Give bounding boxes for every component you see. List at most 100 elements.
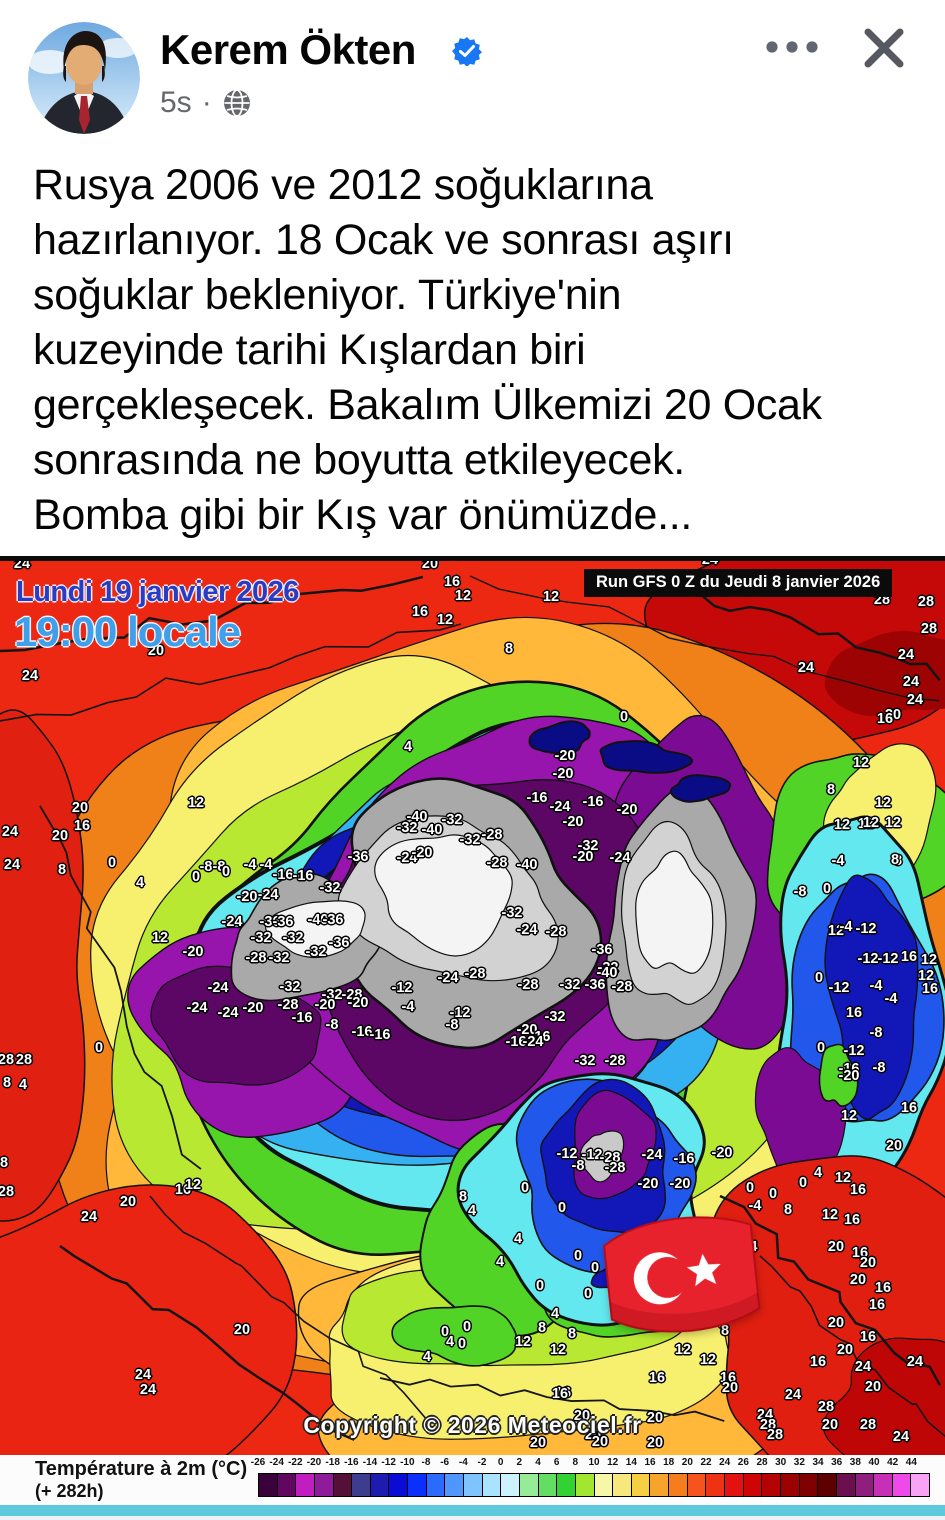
- temp-label: -24: [217, 1005, 239, 1021]
- legend-tick: 28: [756, 1457, 768, 1468]
- legend-tick: -20: [306, 1457, 322, 1468]
- temp-label: -24: [609, 850, 631, 866]
- temp-label: -32: [282, 930, 304, 946]
- temp-label: -28: [464, 966, 486, 982]
- temp-label: -28: [486, 855, 508, 871]
- temp-label: 20: [859, 1255, 877, 1271]
- temp-label: -4: [259, 857, 273, 873]
- temp-label: 20: [119, 1194, 137, 1210]
- avatar[interactable]: [28, 22, 140, 134]
- map-date-line2: 19:00 locale: [14, 608, 241, 655]
- legend-tick: -6: [440, 1457, 450, 1468]
- temp-label: 24: [80, 1209, 98, 1225]
- temp-label: 24: [134, 1367, 152, 1383]
- weather-map[interactable]: Lundi 19 janvier 2026 19:00 locale Run G…: [0, 556, 945, 1455]
- temp-label: 20: [827, 1315, 845, 1331]
- map-date-line1: Lundi 19 janvier 2026: [16, 576, 299, 608]
- temp-label: 28: [920, 621, 938, 637]
- temp-label: -4: [401, 999, 415, 1015]
- temp-label: -8: [571, 1158, 585, 1174]
- temp-label: 12: [884, 815, 902, 831]
- temp-label: -36: [584, 977, 606, 993]
- meta-separator: ·: [201, 86, 212, 119]
- post-meta: 5s ·: [160, 86, 252, 120]
- temp-label: -20: [711, 1145, 733, 1161]
- temp-label: 4: [550, 1306, 560, 1322]
- temp-label: 0: [745, 1180, 755, 1196]
- temp-label: 0: [822, 881, 832, 897]
- temp-label: -8: [212, 859, 226, 875]
- temp-label: 4: [403, 739, 413, 755]
- temp-label: -20: [616, 802, 638, 818]
- temp-label: -28: [277, 997, 299, 1013]
- post-menu-button[interactable]: [758, 30, 828, 64]
- temp-label: 16: [859, 1329, 877, 1345]
- temp-label: -32: [574, 1053, 596, 1069]
- temp-label: 20: [529, 1435, 547, 1451]
- temp-label: -28: [481, 827, 503, 843]
- temp-label: 16: [900, 1100, 918, 1116]
- profile-name[interactable]: Kerem Ökten: [160, 26, 416, 73]
- temp-label: -16: [529, 1029, 551, 1045]
- temp-label: -36: [272, 914, 294, 930]
- temp-label: 12: [184, 1177, 202, 1193]
- legend-tick: 14: [625, 1457, 637, 1468]
- temp-label: -36: [322, 912, 344, 928]
- temp-label: 24: [21, 668, 39, 684]
- temp-label: 20: [71, 800, 89, 816]
- temp-label: -32: [279, 979, 301, 995]
- temp-label: 12: [840, 1108, 858, 1124]
- temp-label: 12: [699, 1352, 717, 1368]
- temp-label: -28: [604, 1160, 626, 1176]
- temp-label: 20: [849, 1272, 867, 1288]
- legend-tick: 32: [793, 1457, 805, 1468]
- temp-label: 28: [759, 1417, 777, 1433]
- legend-tick: 8: [572, 1457, 579, 1468]
- temp-label: -32: [268, 950, 290, 966]
- bottom-strip-light: [0, 1516, 945, 1520]
- temp-label: -8: [199, 859, 213, 875]
- temp-label: -16: [526, 790, 548, 806]
- close-button[interactable]: [856, 20, 912, 76]
- temp-label: 16: [921, 981, 939, 997]
- legend-tick: 6: [553, 1457, 560, 1468]
- temp-label: 28: [817, 1399, 835, 1415]
- temp-label: 8: [783, 1202, 793, 1218]
- temp-label: 8: [720, 1323, 730, 1339]
- temp-label: 16: [843, 1212, 861, 1228]
- map-top-border: [0, 556, 945, 561]
- temp-label: -20: [554, 748, 576, 764]
- legend-tick: 20: [681, 1457, 693, 1468]
- temp-label: 24: [784, 1387, 802, 1403]
- legend-tick: 40: [868, 1457, 880, 1468]
- temp-label: -12: [391, 980, 413, 996]
- temp-label: 12: [454, 588, 472, 604]
- temp-label: 0: [557, 1200, 567, 1216]
- temp-label: 16: [874, 1280, 892, 1296]
- legend-ticks: -26 -24 -22 -20 -18 -16 -14 -12 -10 -8 -6 -4 -2 0 2 4 6 8…: [251, 1457, 930, 1471]
- legend-tick: 12: [607, 1457, 619, 1468]
- temp-label: 28: [0, 1184, 15, 1200]
- temp-label: 0: [535, 1278, 545, 1294]
- temp-label: 8: [890, 852, 900, 868]
- temp-label: -24: [437, 970, 459, 986]
- temp-label: -20: [242, 1000, 264, 1016]
- temp-label: -28: [545, 924, 567, 940]
- temp-label: -32: [396, 820, 418, 836]
- temp-label: -24: [522, 1034, 544, 1050]
- temp-label: -8: [793, 884, 807, 900]
- temp-label: 4: [495, 1254, 505, 1270]
- temp-label: 24: [756, 1407, 774, 1423]
- temp-label: 20: [233, 1322, 251, 1338]
- post-header: Kerem Ökten 5s ·: [0, 0, 945, 150]
- temp-label: 24: [906, 1354, 924, 1370]
- temp-label: -12: [449, 1005, 471, 1021]
- timestamp[interactable]: 5s: [160, 86, 192, 119]
- temp-label: -12: [857, 951, 879, 967]
- legend-tick: 10: [588, 1457, 600, 1468]
- temp-label: 16: [809, 1354, 827, 1370]
- temp-label: 12: [674, 1342, 692, 1358]
- legend-tick: -14: [362, 1457, 378, 1468]
- temp-label: -8: [445, 1017, 459, 1033]
- temp-label: 16: [719, 1370, 737, 1386]
